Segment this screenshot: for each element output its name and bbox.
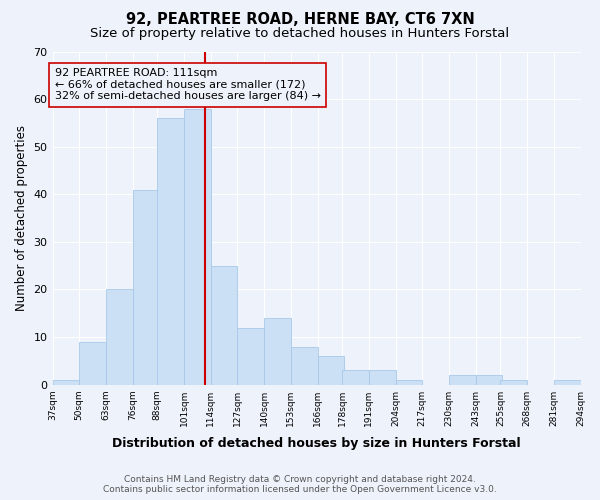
- Bar: [184, 108, 211, 384]
- Text: 92, PEARTREE ROAD, HERNE BAY, CT6 7XN: 92, PEARTREE ROAD, HERNE BAY, CT6 7XN: [125, 12, 475, 28]
- Bar: [106, 290, 133, 384]
- Y-axis label: Number of detached properties: Number of detached properties: [15, 125, 28, 311]
- Bar: [238, 328, 264, 384]
- Bar: [476, 375, 502, 384]
- Text: Size of property relative to detached houses in Hunters Forstal: Size of property relative to detached ho…: [91, 28, 509, 40]
- Bar: [554, 380, 581, 384]
- Bar: [211, 266, 238, 384]
- Bar: [157, 118, 184, 384]
- Bar: [79, 342, 106, 384]
- Bar: [317, 356, 344, 384]
- Bar: [264, 318, 291, 384]
- Bar: [53, 380, 79, 384]
- X-axis label: Distribution of detached houses by size in Hunters Forstal: Distribution of detached houses by size …: [112, 437, 521, 450]
- Bar: [369, 370, 395, 384]
- Bar: [291, 346, 317, 385]
- Text: 92 PEARTREE ROAD: 111sqm
← 66% of detached houses are smaller (172)
32% of semi-: 92 PEARTREE ROAD: 111sqm ← 66% of detach…: [55, 68, 320, 102]
- Bar: [395, 380, 422, 384]
- Bar: [133, 190, 160, 384]
- Bar: [500, 380, 527, 384]
- Text: Contains HM Land Registry data © Crown copyright and database right 2024.
Contai: Contains HM Land Registry data © Crown c…: [103, 474, 497, 494]
- Bar: [449, 375, 476, 384]
- Bar: [342, 370, 369, 384]
